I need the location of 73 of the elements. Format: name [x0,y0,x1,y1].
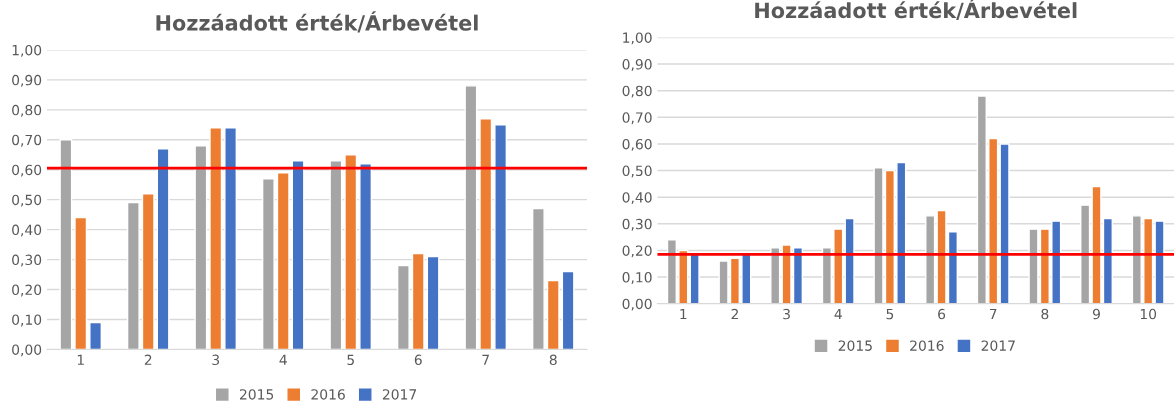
x-tick-label: 5 [886,308,894,320]
legend-label: 2015 [239,389,274,400]
bar [276,172,290,350]
bar [74,216,88,350]
y-tick-label: 0,00 [622,298,652,311]
bar [479,118,493,350]
x-tick-label: 2 [731,308,738,320]
legend-label: 2016 [311,389,345,400]
y-tick-label: 1,00 [623,32,652,45]
bar [141,192,155,350]
bar [261,178,275,350]
bar [464,85,478,350]
x-tick-label: 10 [1140,308,1157,320]
y-tick-label: 0,60 [622,138,652,151]
bar [329,160,343,350]
x-tick-label: 4 [279,354,287,365]
bar [359,163,373,350]
bar [411,252,425,350]
y-tick-label: 0,40 [12,224,42,237]
x-tick-label: 7 [989,308,997,320]
bar [89,321,102,350]
y-tick-label: 0,30 [12,254,42,267]
y-tick-label: 0,10 [12,314,42,327]
y-tick-label: 0,70 [12,134,42,147]
bar [194,145,208,350]
legend-label: 2016 [910,340,944,351]
legend-label: 2015 [838,340,872,351]
x-tick-label: 8 [1041,308,1049,320]
bar [59,139,73,350]
legend-label: 2017 [981,340,1015,351]
bar [126,201,140,350]
y-tick-label: 0,40 [622,192,652,205]
x-tick-label: 1 [77,354,84,365]
bar [344,154,358,350]
bar [209,127,223,350]
x-tick-label: 2 [144,354,152,365]
bar [494,124,508,350]
x-tick-label: 1 [680,308,687,320]
bar [291,160,305,350]
y-tick-label: 0,80 [12,104,42,117]
y-tick-label: 1,00 [12,44,42,57]
x-tick-label: 4 [834,308,842,320]
bar [689,252,700,304]
bar [561,270,575,350]
y-tick-label: 0,10 [622,272,652,284]
y-tick-label: 0,20 [12,284,42,297]
y-tick-label: 0,00 [12,344,42,357]
x-tick-label: 8 [549,354,557,366]
bar [426,255,440,350]
x-tick-label: 3 [212,354,220,366]
y-tick-label: 0,30 [622,218,652,231]
y-tick-label: 0,70 [622,112,652,125]
y-tick-label: 0,80 [622,85,652,98]
x-tick-label: 5 [347,354,354,366]
bar [531,207,545,350]
y-tick-label: 0,20 [622,245,652,258]
bar [156,148,170,350]
bar [546,279,560,350]
bar [844,217,855,304]
x-tick-label: 7 [482,354,489,365]
bar [224,127,238,350]
x-tick-label: 9 [1092,308,1100,320]
y-tick-label: 0,90 [622,59,652,71]
y-tick-label: 0,50 [622,165,652,178]
bar [396,264,410,350]
y-tick-label: 0,90 [12,74,42,87]
x-tick-label: 3 [783,308,790,320]
x-tick-label: 6 [938,308,946,320]
y-tick-label: 0,50 [12,194,42,207]
x-tick-label: 6 [414,354,422,366]
legend-label: 2017 [382,389,417,400]
y-tick-label: 0,60 [12,164,42,177]
chart-title: Hozzáadott érték/Árbevétel [156,11,478,33]
